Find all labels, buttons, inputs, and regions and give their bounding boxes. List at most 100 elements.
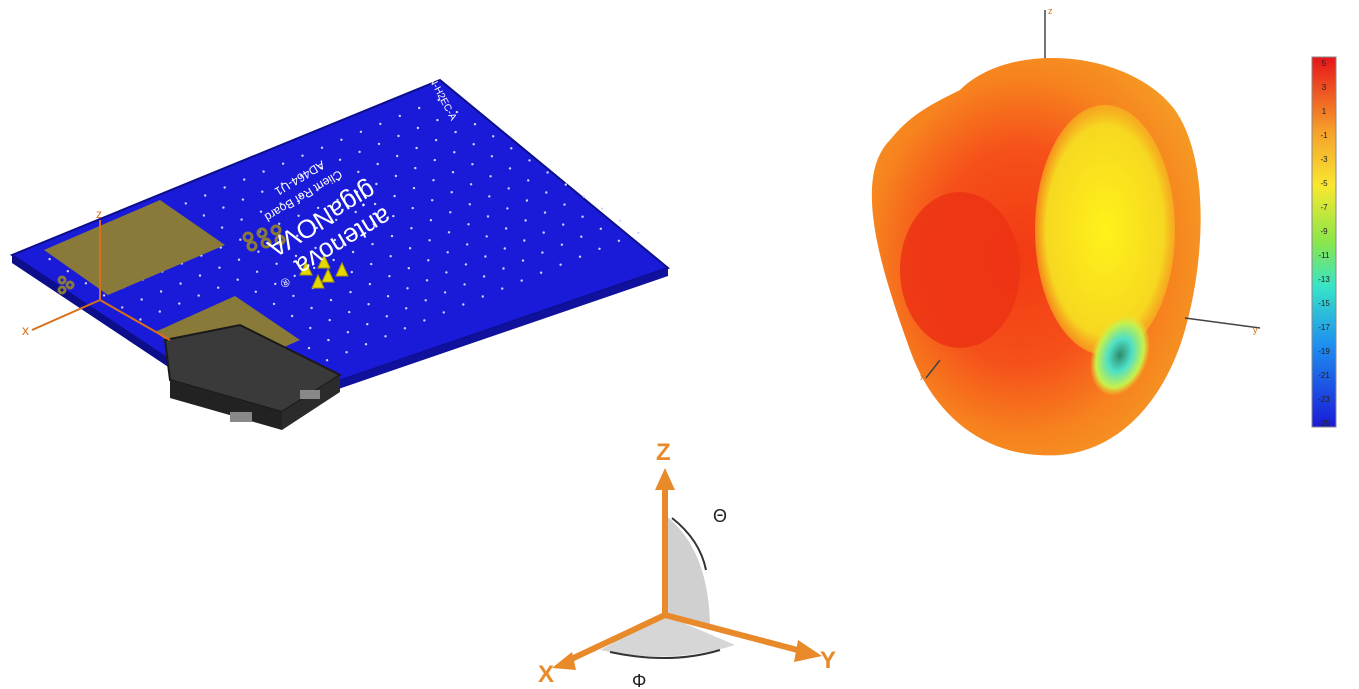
pcb-via-dot [564,183,567,186]
pcb-via-dot [431,199,434,202]
pcb-via-dot [508,167,512,170]
pcb-via-dot [473,123,477,126]
pcb-via-dot [415,146,418,150]
pcb-via-dot [261,190,264,193]
color-scale-tick-label: -1 [1320,131,1328,140]
pcb-via-dot [619,219,622,222]
pcb-via-dot [338,158,342,161]
pcb-via-dot [464,263,468,266]
pcb-via-dot [501,287,504,290]
pcb-via-dot [350,270,353,274]
pcb-via-dot [525,199,529,202]
pcb-via-dot [197,294,200,297]
color-scale-tick-label: -19 [1318,347,1330,356]
pcb-via-dot [484,255,487,258]
theta-sector [665,515,710,630]
pcb-via-dot [520,279,523,282]
phi-label: Φ [632,671,646,689]
pcb-via-dot [578,255,582,258]
pcb-pad-left [44,200,225,295]
pcb-via-dot [560,243,564,246]
pcb-via-dot [437,98,440,102]
pcb-via-dot [316,206,320,210]
pcb-via-dot [600,207,604,210]
pcb-via-dot [336,198,339,202]
pcb-via-dot [411,206,414,210]
pcb-via-dot [396,154,399,158]
pcb-via-dot [222,206,225,209]
pcb-via-dot [451,171,455,174]
pattern-axis-y-label: y [1253,325,1258,335]
pcb-via-dot [340,138,343,141]
pcb-via-dot [318,186,321,189]
pcb-via-dot [541,251,544,254]
pcb-via-dot [507,187,510,190]
pcb-via-dot [367,303,370,306]
pcb-via-dot [298,194,302,197]
pcb-via-dot [348,310,351,314]
lobe-null-region [1090,314,1150,396]
pcb-via-dot [539,271,543,274]
pcb-via-dot [307,346,311,350]
pcb-via-dot [385,315,388,318]
pcb-via-dot [428,239,431,242]
pcb-via-dot [198,274,202,277]
pcb-via-dot [313,266,316,270]
pcb-via-dot [218,266,221,269]
pcb-via-dot [371,242,374,246]
pcb-round-pads [57,224,286,295]
pcb-via-dot [315,226,318,230]
pcb-via-dot [410,227,413,230]
pcb-via-dot [527,179,530,182]
pcb-via-dot [102,294,106,297]
pcb-via-dot [455,110,459,114]
pcb-via-dot [488,195,491,198]
pcb-via-dot [425,279,429,282]
color-scale-tick-label: -11 [1319,251,1331,260]
pcb-via-dot [345,351,348,354]
pcb-via-dot [372,222,375,226]
color-scale-tick-label: -15 [1318,299,1330,308]
pcb-via-dot [300,174,303,177]
pcb-via-dot [158,310,161,313]
pcb-module-component [163,323,343,430]
pcb-via-dot [332,258,335,262]
pcb-via-dot [237,258,241,261]
pcb-via-dot [364,343,368,346]
axis-z-label: Z [656,439,671,466]
pcb-via-dot [528,159,531,162]
pcb-via-dot [450,191,453,194]
pcb-via-dot [254,290,257,293]
pcb-via-dot [482,275,486,278]
pcb-via-dot [121,306,124,309]
pcb-via-dot [394,174,398,178]
pcb-via-dot [546,171,549,174]
pcb-via-dot [462,303,465,306]
pcb-via-dot [297,214,300,217]
pcb-via-dot [379,122,382,126]
coordinate-system-diagram: Z X Y Θ Φ [538,439,836,689]
pcb-via-dot [272,302,276,306]
pcb-via-dot [446,251,449,254]
phi-arc [609,649,721,660]
pcb-via-dot [274,282,277,286]
pcb-via-dot [240,218,243,221]
pcb-via-dot [319,166,322,169]
pcb-via-dot [296,234,299,237]
pcb-via-dot [384,335,387,338]
pcb-via-dot [580,235,583,238]
pcb-via-dot [48,257,51,261]
pattern-axis-x [925,359,941,379]
pcb-via-dot [281,162,285,165]
pcb-via-dot [418,106,421,110]
pcb-via-dot [290,314,294,318]
pcb-via-dot [84,282,88,285]
pcb-via-dot [184,202,187,205]
pcb-via-dot [449,211,452,214]
pcb-via-dot [328,318,331,322]
pcb-via-dot [502,267,505,270]
pcb-via-dot [359,130,363,133]
pcb-via-dot [278,222,281,225]
color-scale-bar [1311,56,1337,428]
pcb-axis-z-label: z [96,207,102,221]
